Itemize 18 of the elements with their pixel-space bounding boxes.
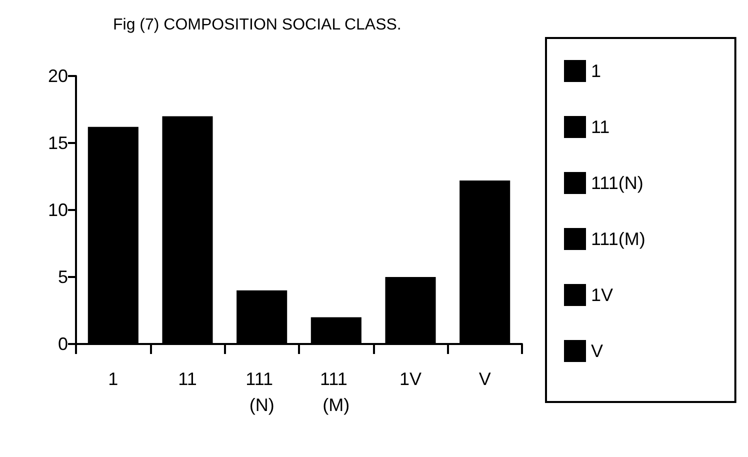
legend-label: 1: [591, 61, 602, 81]
x-tick-label: 1V: [399, 369, 422, 389]
x-tick-label: 111 (N): [246, 369, 278, 415]
y-tick-label: 5: [58, 267, 68, 287]
y-tick-label: 20: [48, 66, 68, 86]
x-tick-label: 1: [108, 369, 118, 389]
x-tick-label: 11: [178, 369, 197, 389]
legend-label: 1V: [591, 285, 614, 305]
y-tick-label: 10: [48, 200, 68, 220]
legend-label: 11: [591, 117, 610, 137]
x-tick-label: V: [478, 369, 491, 389]
legend-label: V: [591, 341, 604, 361]
chart-title: Fig (7) COMPOSITION SOCIAL CLASS.: [113, 16, 402, 34]
legend-label: 111(M): [591, 229, 646, 249]
legend-label: 111(N): [591, 173, 644, 193]
y-tick-label: 15: [48, 133, 68, 153]
y-tick-label: 0: [58, 334, 68, 354]
x-tick-label: 111 (M): [320, 369, 352, 415]
